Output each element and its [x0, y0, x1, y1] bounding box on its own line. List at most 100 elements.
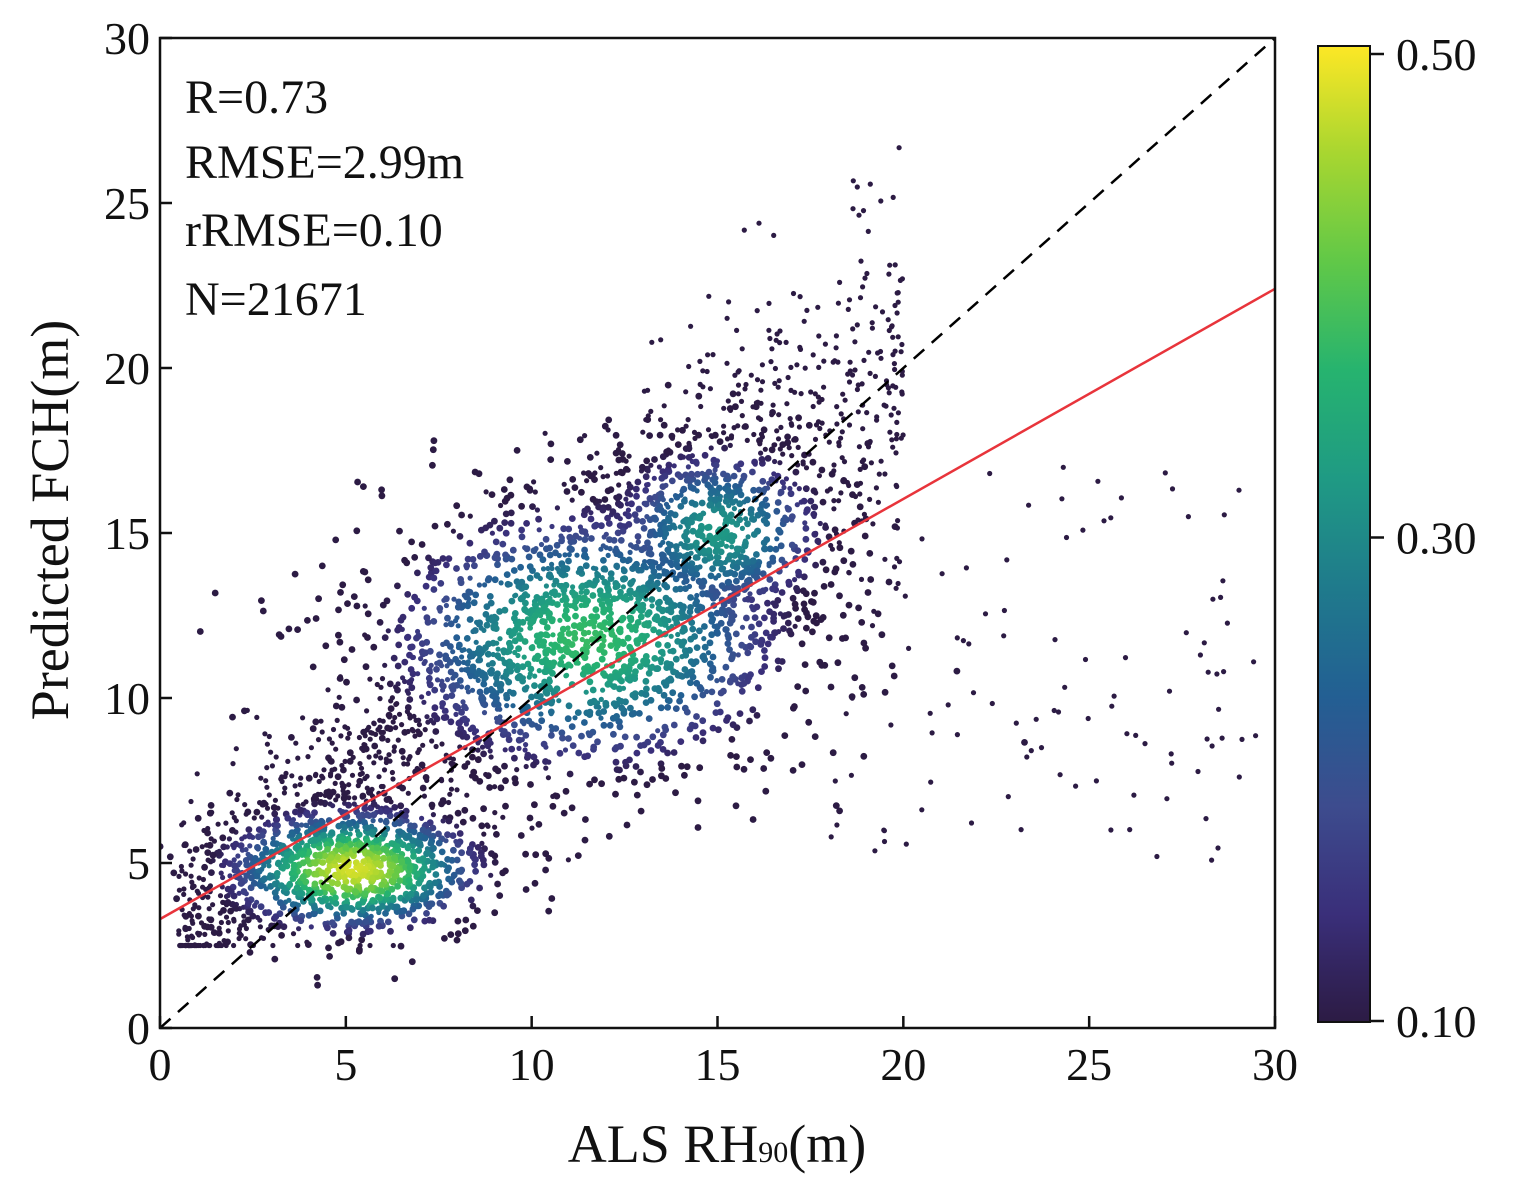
scatter-point — [789, 767, 797, 774]
scatter-point — [641, 633, 649, 640]
scatter-point — [413, 896, 420, 904]
scatter-point — [245, 899, 252, 907]
scatter-point — [549, 561, 555, 568]
scatter-point — [445, 864, 452, 872]
scatter-point — [672, 543, 680, 550]
scatter-point — [669, 647, 677, 655]
scatter-point — [552, 725, 560, 732]
scatter-point — [728, 433, 735, 439]
scatter-point — [713, 700, 721, 708]
scatter-point — [397, 802, 405, 810]
scatter-point — [408, 604, 416, 612]
scatter-point — [532, 489, 538, 495]
scatter-point — [318, 562, 326, 570]
scatter-point — [761, 654, 769, 662]
scatter-point — [542, 850, 550, 858]
scatter-point — [296, 926, 302, 932]
scatter-point — [730, 533, 738, 540]
scatter-point — [777, 460, 783, 466]
scatter-point — [376, 619, 384, 626]
scatter-point — [491, 576, 499, 584]
scatter-point — [894, 431, 900, 438]
scatter-point — [500, 486, 508, 493]
scatter-point — [850, 206, 856, 212]
scatter-point — [792, 481, 798, 487]
scatter-point — [699, 590, 707, 598]
scatter-point — [580, 629, 588, 637]
scatter-point — [437, 580, 445, 587]
scatter-point — [816, 658, 824, 666]
scatter-point — [393, 903, 401, 911]
scatter-point — [494, 767, 502, 775]
scatter-point — [487, 748, 493, 754]
scatter-point — [1205, 669, 1211, 675]
scatter-point — [401, 658, 409, 666]
scatter-point — [218, 919, 224, 926]
scatter-point — [332, 900, 340, 907]
scatter-point — [745, 674, 753, 681]
scatter-point — [792, 468, 800, 476]
scatter-point — [376, 774, 382, 780]
scatter-point — [264, 741, 270, 747]
scatter-point — [475, 645, 483, 652]
scatter-point — [827, 581, 835, 588]
scatter-point — [499, 869, 507, 877]
scatter-point — [179, 822, 185, 828]
scatter-point — [529, 503, 536, 510]
scatter-point — [646, 432, 653, 439]
scatter-point — [485, 640, 492, 648]
scatter-point — [226, 836, 232, 842]
scatter-point — [875, 499, 882, 505]
scatter-point — [338, 733, 344, 739]
scatter-point — [450, 756, 456, 762]
scatter-point — [749, 468, 756, 476]
scatter-point — [439, 555, 447, 562]
scatter-point — [1131, 792, 1137, 798]
scatter-point — [312, 793, 319, 800]
scatter-point — [286, 881, 294, 889]
scatter-point — [860, 691, 868, 698]
scatter-point — [387, 927, 394, 935]
scatter-point — [513, 666, 521, 674]
scatter-point — [458, 849, 465, 857]
scatter-point — [512, 649, 518, 656]
scatter-point — [565, 735, 572, 742]
scatter-point — [444, 614, 451, 622]
scatter-point — [748, 633, 755, 641]
scatter-point — [643, 781, 651, 789]
x-axis-title: ALS RH90(m) — [568, 1114, 867, 1174]
scatter-point — [866, 349, 872, 355]
scatter-point — [1001, 633, 1007, 639]
scatter-point — [725, 634, 733, 642]
scatter-point — [741, 542, 749, 550]
scatter-point — [780, 625, 787, 632]
scatter-point — [378, 783, 384, 790]
scatter-point — [258, 935, 265, 941]
scatter-point — [502, 510, 510, 518]
scatter-point — [656, 464, 663, 470]
scatter-point — [402, 678, 408, 685]
scatter-point — [428, 717, 434, 724]
scatter-point — [467, 513, 473, 519]
scatter-point — [353, 602, 361, 610]
scatter-point — [453, 856, 461, 864]
scatter-point — [754, 377, 761, 383]
scatter-point — [891, 405, 897, 411]
scatter-point — [329, 740, 335, 746]
scatter-point — [467, 896, 475, 904]
scatter-point — [354, 478, 361, 486]
scatter-point — [817, 425, 823, 432]
scatter-point — [499, 540, 507, 548]
scatter-point — [529, 825, 535, 831]
scatter-point — [258, 775, 264, 781]
scatter-point — [522, 732, 530, 739]
scatter-point — [289, 875, 297, 882]
scatter-point — [381, 830, 388, 837]
scatter-point — [258, 597, 265, 604]
scatter-point — [362, 603, 368, 609]
scatter-point — [586, 619, 594, 627]
scatter-point — [627, 704, 634, 712]
scatter-point — [431, 522, 439, 530]
scatter-point — [781, 732, 789, 739]
scatter-point — [626, 483, 634, 491]
